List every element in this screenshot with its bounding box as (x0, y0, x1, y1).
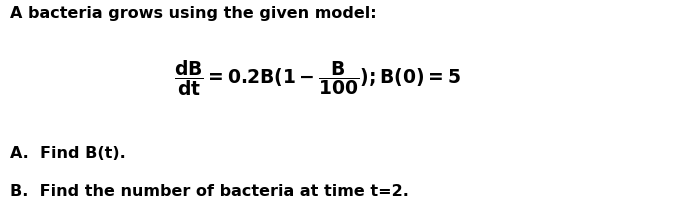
Text: A.  Find B(t).: A. Find B(t). (10, 146, 126, 161)
Text: A bacteria grows using the given model:: A bacteria grows using the given model: (10, 6, 377, 21)
Text: B.  Find the number of bacteria at time t=2.: B. Find the number of bacteria at time t… (10, 184, 409, 199)
Text: $\mathbf{\dfrac{dB}{dt} = 0.2B(1 - \dfrac{B}{100})}$$\mathbf{; B(0) = 5}$: $\mathbf{\dfrac{dB}{dt} = 0.2B(1 - \dfra… (174, 59, 461, 98)
